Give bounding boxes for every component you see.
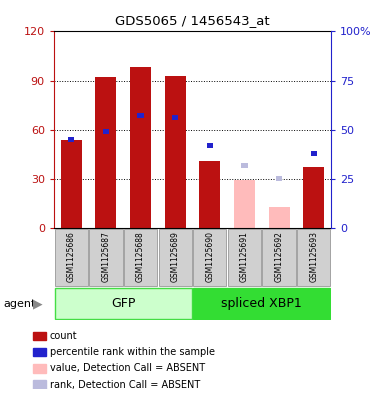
Text: GSM1125692: GSM1125692 bbox=[275, 231, 284, 282]
Text: ▶: ▶ bbox=[33, 297, 42, 310]
Bar bbox=[172, 116, 178, 120]
Bar bbox=[311, 151, 317, 156]
Text: GSM1125687: GSM1125687 bbox=[101, 231, 110, 282]
Bar bbox=[32, 332, 46, 340]
Text: GFP: GFP bbox=[111, 297, 136, 310]
Text: GSM1125688: GSM1125688 bbox=[136, 231, 145, 282]
Text: spliced XBP1: spliced XBP1 bbox=[221, 297, 302, 310]
Text: GSM1125690: GSM1125690 bbox=[205, 231, 214, 282]
FancyBboxPatch shape bbox=[159, 228, 192, 286]
Bar bbox=[199, 161, 220, 228]
FancyBboxPatch shape bbox=[228, 228, 261, 286]
Bar bbox=[234, 180, 255, 228]
Bar bbox=[32, 364, 46, 373]
Text: GDS5065 / 1456543_at: GDS5065 / 1456543_at bbox=[115, 14, 270, 27]
Bar bbox=[276, 176, 282, 181]
Bar bbox=[32, 348, 46, 356]
Bar bbox=[95, 77, 116, 228]
FancyBboxPatch shape bbox=[193, 288, 330, 319]
Bar bbox=[207, 143, 213, 148]
Text: percentile rank within the sample: percentile rank within the sample bbox=[50, 347, 215, 357]
Text: rank, Detection Call = ABSENT: rank, Detection Call = ABSENT bbox=[50, 380, 200, 389]
Bar bbox=[269, 207, 290, 228]
Bar bbox=[61, 140, 82, 228]
FancyBboxPatch shape bbox=[89, 228, 122, 286]
FancyBboxPatch shape bbox=[297, 228, 330, 286]
Bar bbox=[130, 68, 151, 228]
Bar bbox=[165, 75, 186, 228]
Bar bbox=[241, 163, 248, 167]
FancyBboxPatch shape bbox=[263, 228, 296, 286]
Text: GSM1125691: GSM1125691 bbox=[240, 231, 249, 282]
FancyBboxPatch shape bbox=[55, 288, 192, 319]
Bar bbox=[103, 129, 109, 134]
Text: GSM1125689: GSM1125689 bbox=[171, 231, 180, 282]
Bar bbox=[68, 137, 74, 142]
Bar bbox=[303, 167, 324, 228]
Text: GSM1125686: GSM1125686 bbox=[67, 231, 76, 282]
FancyBboxPatch shape bbox=[124, 228, 157, 286]
Text: count: count bbox=[50, 331, 77, 341]
FancyBboxPatch shape bbox=[55, 228, 88, 286]
Bar bbox=[32, 380, 46, 389]
Text: GSM1125693: GSM1125693 bbox=[309, 231, 318, 282]
Text: agent: agent bbox=[4, 299, 36, 309]
FancyBboxPatch shape bbox=[193, 228, 226, 286]
Bar bbox=[137, 114, 144, 118]
Text: value, Detection Call = ABSENT: value, Detection Call = ABSENT bbox=[50, 363, 205, 373]
